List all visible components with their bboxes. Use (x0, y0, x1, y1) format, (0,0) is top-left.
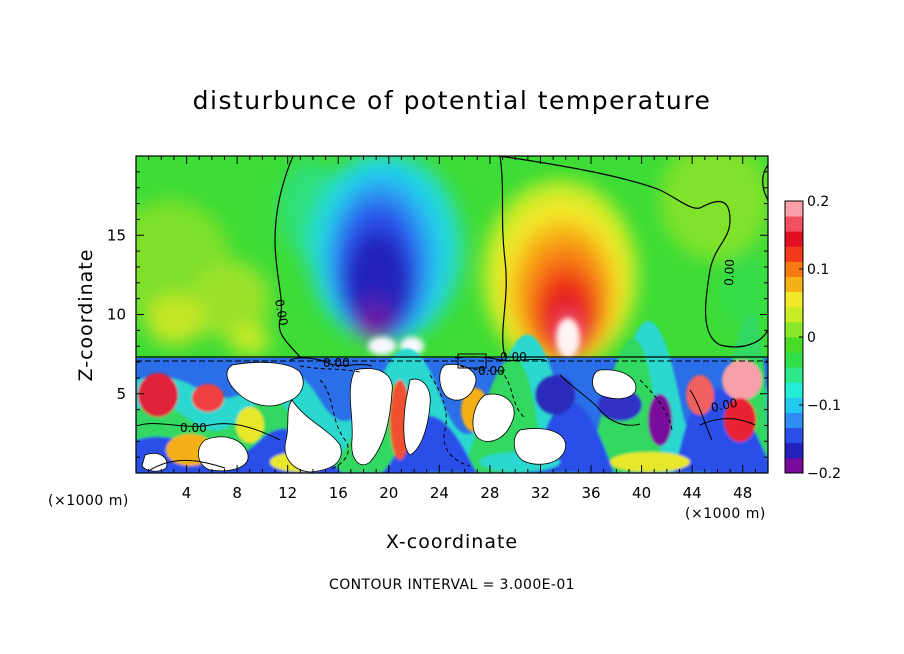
colorbar-swatch (785, 337, 803, 353)
contour-label: 0.00 (710, 396, 739, 415)
colorbar-swatch (785, 231, 803, 247)
y-tick-label: 10 (107, 306, 126, 324)
x-tick-label: 4 (182, 484, 192, 502)
colorbar: −0.2 −0.1 0 0.1 0.2 (784, 194, 841, 482)
colorbar-swatch (785, 367, 803, 383)
contour-label: 0.00 (722, 259, 737, 286)
colorbar-swatch (785, 291, 803, 308)
zero-contour (274, 156, 768, 358)
field-area (136, 156, 768, 473)
colorbar-swatch (785, 427, 803, 444)
colorbar-tick-label: 0.2 (807, 194, 829, 210)
contour-label: 0.00 (500, 350, 527, 364)
contour-label: 0.00 (323, 356, 350, 370)
colorbar-swatch (785, 306, 803, 323)
x-tick-label: 28 (480, 484, 499, 502)
colorbar-tick-label: −0.2 (807, 466, 841, 482)
colorbar-swatch (785, 412, 803, 429)
x-tick-label: 40 (632, 484, 651, 502)
x-axis: 4 8 12 16 20 24 28 32 36 40 44 48 (135, 156, 769, 502)
turbulent-layer (136, 312, 768, 473)
x-axis-label: X-coordinate (386, 531, 518, 553)
layer-boundary (136, 353, 768, 373)
colorbar-swatch (785, 246, 803, 262)
x-tick-label: 16 (329, 484, 348, 502)
y-axis-label: Z-coordinate (75, 249, 97, 382)
x-tick-label: 36 (581, 484, 600, 502)
colorbar-swatch (785, 261, 803, 277)
colorbar-swatch (785, 201, 803, 217)
x-unit-left: (×1000 m) (48, 493, 129, 509)
contour-labels: 0.00 0.00 0.00 0.00 0.00 0.00 0.00 (180, 259, 739, 435)
x-tick-label: 12 (278, 484, 297, 502)
upper-layer (136, 156, 768, 370)
contour-interval-note: CONTOUR INTERVAL = 3.000E-01 (329, 577, 575, 593)
colorbar-swatch (785, 397, 803, 413)
x-tick-label: 20 (379, 484, 398, 502)
contour-label: 0.00 (478, 364, 505, 378)
colorbar-tick-label: 0.1 (807, 262, 829, 278)
y-tick-label: 15 (107, 226, 126, 244)
colorbar-swatch (785, 216, 803, 232)
x-tick-label: 32 (531, 484, 550, 502)
x-unit-right: (×1000 m) (685, 506, 766, 522)
y-tick-label: 5 (116, 385, 126, 403)
y-axis: 5 10 15 (107, 155, 768, 474)
colorbar-swatch (785, 321, 803, 338)
contour-label: 0.00 (180, 421, 207, 435)
colorbar-swatch (785, 382, 803, 398)
colorbar-swatch (785, 352, 803, 368)
x-tick-label: 48 (733, 484, 752, 502)
contour-label: 0.00 (272, 298, 290, 327)
colorbar-tick-label: 0 (807, 330, 816, 346)
x-tick-label: 8 (232, 484, 242, 502)
colorbar-swatch (785, 442, 803, 459)
x-tick-label: 44 (683, 484, 702, 502)
colorbar-swatch (785, 457, 803, 474)
colorbar-swatch (785, 276, 803, 293)
x-tick-label: 24 (430, 484, 449, 502)
chart-title: disturbunce of potential temperature (192, 86, 712, 115)
colorbar-tick-label: −0.1 (807, 398, 841, 414)
